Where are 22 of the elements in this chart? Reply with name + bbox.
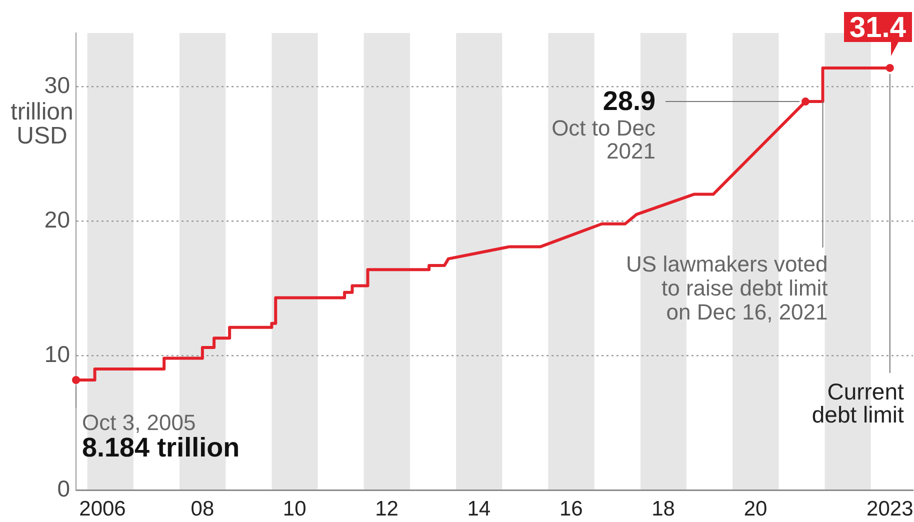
x-tick-label: 16 — [559, 497, 583, 520]
x-tick-label: 20 — [744, 497, 768, 520]
annotation: 31.4 — [844, 12, 912, 44]
x-tick-label: 12 — [375, 497, 398, 520]
x-tick-label: 08 — [190, 497, 214, 520]
y-tick-label: 30 — [44, 72, 70, 98]
x-tick-label: 14 — [467, 497, 491, 520]
point — [72, 376, 80, 384]
annotation: 28.9 — [602, 86, 656, 116]
annotation: Current debt limit — [812, 378, 905, 428]
x-tick-label: 2023 — [866, 497, 914, 520]
y-axis-title: trillion USD — [10, 98, 74, 150]
y-tick-label: 10 — [44, 340, 70, 367]
x-tick-label: 10 — [282, 497, 306, 520]
annotation: US lawmakers voted to raise debt limit on Dec 16, 2021 — [626, 252, 828, 325]
y-tick-label: 20 — [44, 206, 70, 233]
x-tick-label: 18 — [652, 497, 675, 520]
annotation: Oct to Dec 2021 — [552, 116, 656, 164]
y-tick-label: 0 — [57, 475, 70, 502]
x-tick-label: 2006 — [79, 497, 126, 520]
point — [886, 64, 894, 72]
point — [801, 98, 810, 106]
